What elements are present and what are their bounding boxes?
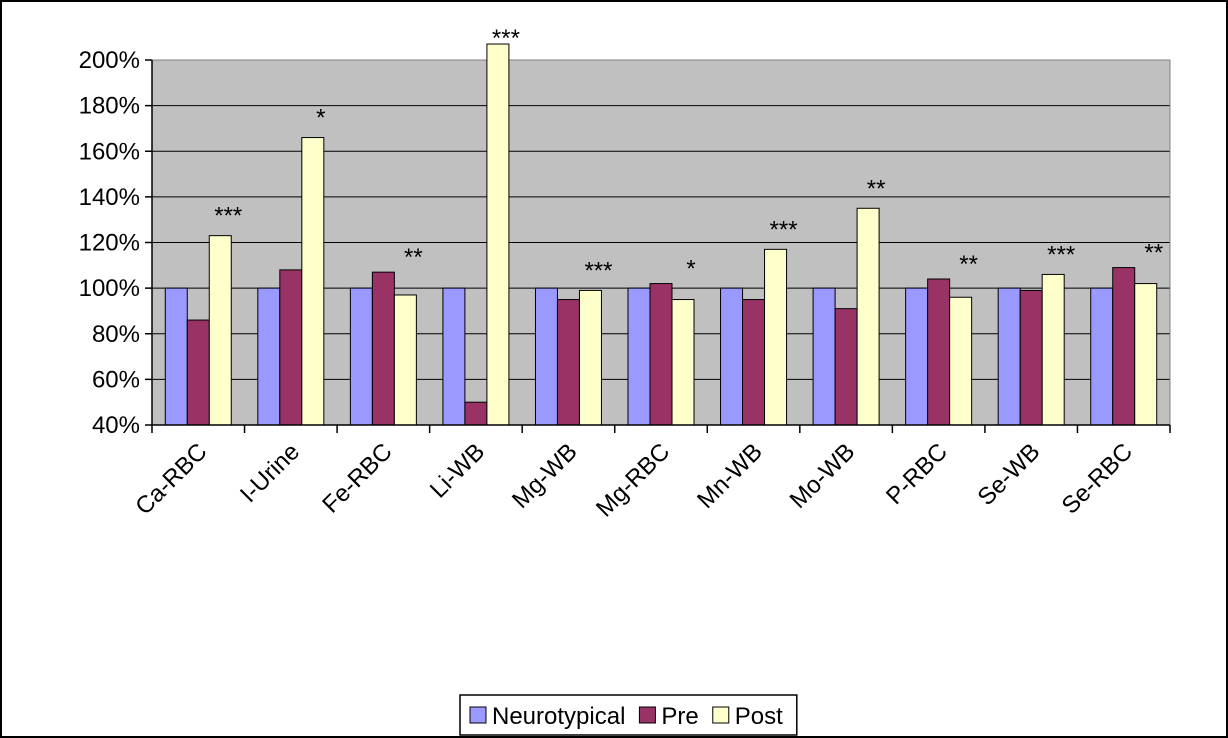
significance-marker: ***	[1047, 241, 1075, 268]
legend-label: Post	[735, 703, 783, 730]
bar	[1019, 289, 1043, 426]
y-tick-label: 180%	[79, 93, 140, 120]
bar	[257, 287, 281, 426]
y-tick-label: 40%	[92, 412, 140, 439]
significance-marker: *	[686, 256, 695, 283]
y-tick-label: 160%	[79, 138, 140, 165]
significance-marker: *	[316, 105, 325, 132]
bar	[997, 287, 1021, 426]
bar	[927, 278, 951, 426]
y-tick-label: 120%	[79, 230, 140, 257]
significance-marker: **	[404, 244, 423, 271]
bar	[671, 299, 695, 426]
legend: Neurotypical Pre Post	[459, 694, 798, 736]
legend-swatch	[712, 706, 730, 724]
bar	[208, 235, 232, 426]
significance-marker: ***	[214, 203, 242, 230]
bar	[349, 287, 373, 426]
significance-marker: **	[959, 251, 978, 278]
bar	[764, 248, 788, 426]
significance-marker: ***	[770, 216, 798, 243]
bar	[649, 283, 673, 426]
legend-swatch	[469, 706, 487, 724]
bar	[393, 294, 417, 426]
significance-marker: ***	[492, 25, 520, 52]
y-tick-label: 80%	[92, 321, 140, 348]
y-tick-label: 200%	[79, 47, 140, 74]
bar	[486, 43, 510, 426]
bar	[164, 287, 188, 426]
bar	[1090, 287, 1114, 426]
significance-marker: **	[1144, 240, 1163, 267]
y-tick-label: 100%	[79, 275, 140, 302]
bar	[301, 137, 325, 426]
legend-swatch	[638, 706, 656, 724]
bar	[371, 271, 395, 426]
bar	[534, 287, 558, 426]
bar	[186, 319, 210, 426]
bar	[464, 401, 488, 426]
bar	[556, 299, 580, 426]
bar	[1112, 267, 1136, 426]
bar	[834, 308, 858, 426]
y-tick-label: 60%	[92, 366, 140, 393]
legend-box	[459, 694, 798, 736]
bar	[856, 207, 880, 426]
bar	[905, 287, 929, 426]
y-tick-label: 140%	[79, 184, 140, 211]
bar	[442, 287, 466, 426]
bar	[1134, 283, 1158, 426]
legend-label: Neurotypical	[492, 703, 625, 730]
bar	[949, 296, 973, 426]
significance-marker: ***	[584, 257, 612, 284]
significance-marker: **	[867, 175, 886, 202]
bar	[720, 287, 744, 426]
legend-label: Pre	[661, 703, 698, 730]
bar	[1041, 273, 1065, 426]
bar	[812, 287, 836, 426]
bar	[627, 287, 651, 426]
bar	[578, 289, 602, 426]
bar	[279, 269, 303, 426]
bar	[742, 299, 766, 426]
